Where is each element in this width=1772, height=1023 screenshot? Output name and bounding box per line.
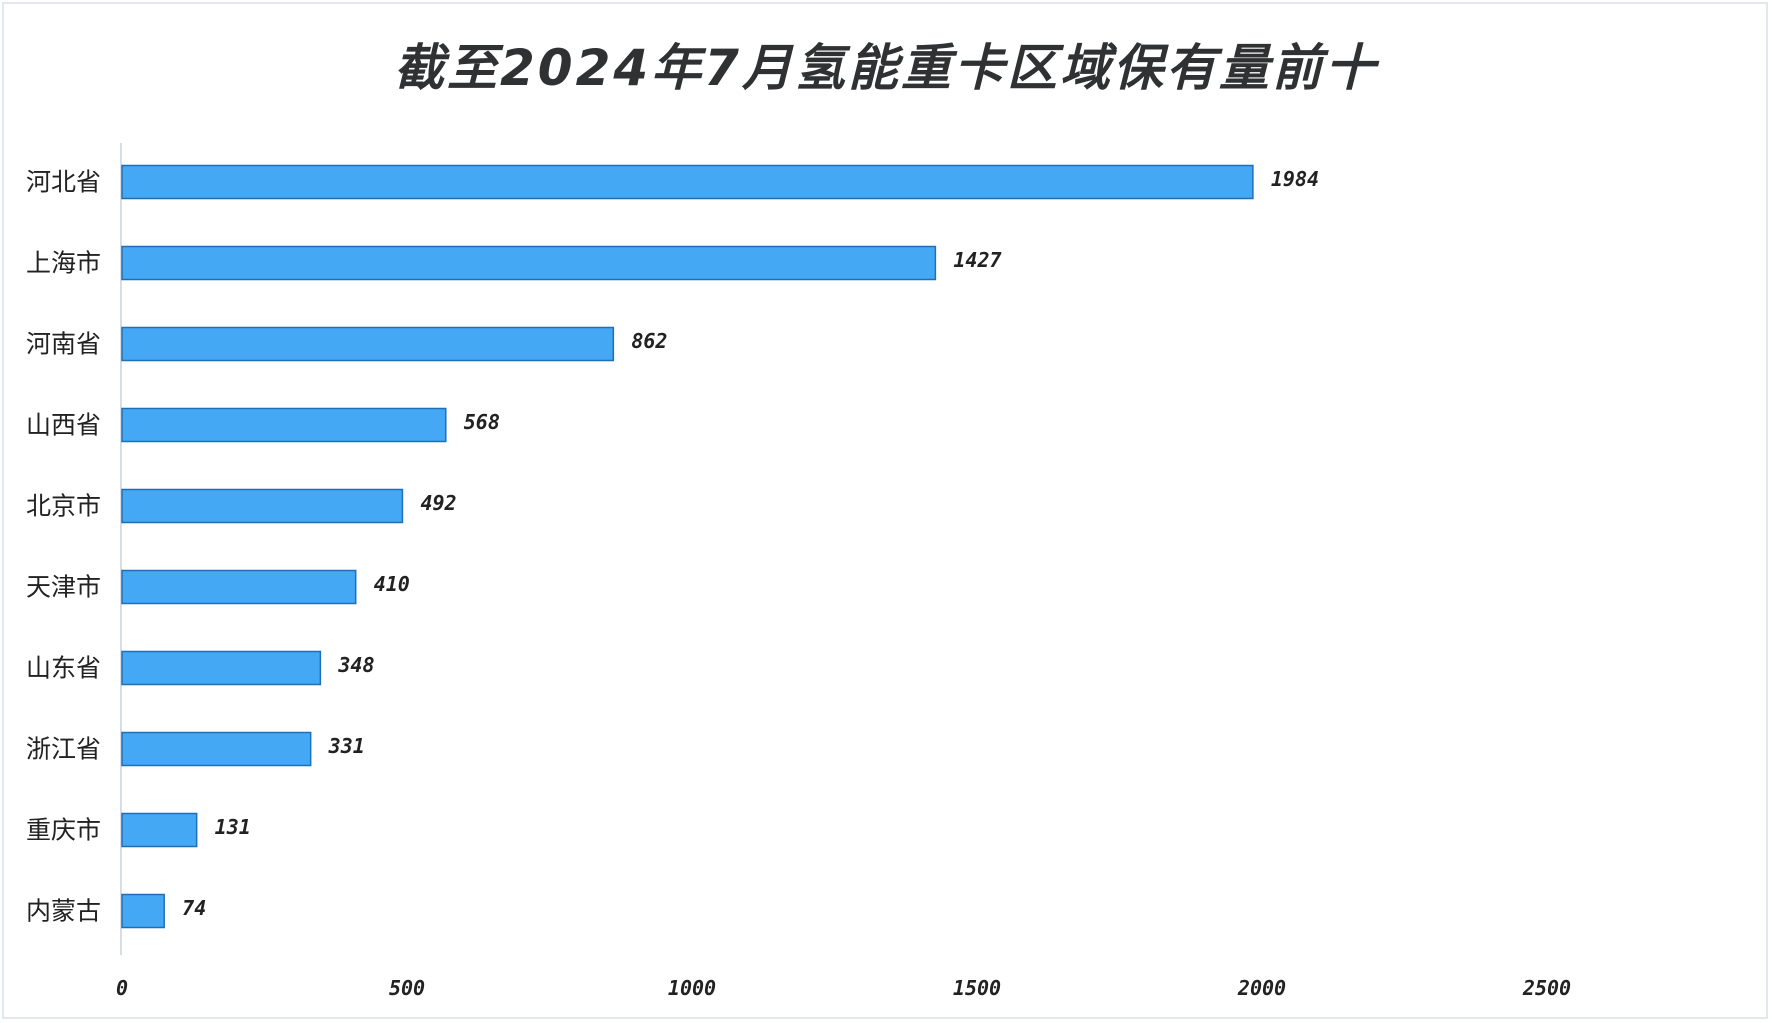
bar-1 [121, 245, 937, 281]
x-tick-label: 500 [389, 976, 425, 1000]
bar-5 [121, 569, 357, 605]
data-label: 410 [374, 572, 410, 596]
bar-9 [121, 893, 165, 929]
bar-8 [121, 812, 198, 848]
data-label: 1427 [953, 248, 1001, 272]
bar-2 [121, 326, 615, 362]
bar-4 [121, 488, 404, 524]
data-label: 1984 [1271, 167, 1319, 191]
x-tick-label: 1000 [668, 976, 716, 1000]
category-label: 北京市 [26, 492, 101, 521]
category-label: 天津市 [26, 573, 101, 602]
category-label: 山东省 [26, 654, 101, 683]
x-tick-label: 1500 [953, 976, 1001, 1000]
data-label: 331 [328, 734, 365, 758]
x-tick-label: 0 [116, 976, 128, 1000]
bar-0 [121, 164, 1254, 200]
data-label: 862 [631, 329, 667, 353]
category-label: 河南省 [26, 330, 101, 359]
category-label: 河北省 [26, 168, 101, 197]
chart-title: 截至2024年7月氢能重卡区域保有量前十 [394, 39, 1378, 97]
x-tick-label: 2000 [1237, 976, 1286, 1000]
category-label: 重庆市 [26, 816, 101, 845]
category-label: 山西省 [26, 411, 101, 440]
bar-6 [121, 650, 322, 686]
data-label: 492 [420, 491, 456, 515]
data-label: 568 [464, 410, 500, 434]
x-tick-label: 2500 [1522, 976, 1571, 1000]
data-label: 348 [337, 653, 374, 677]
bar-3 [121, 407, 447, 443]
data-label: 131 [215, 815, 251, 839]
category-label: 内蒙古 [26, 897, 101, 926]
category-label: 上海市 [26, 249, 101, 278]
bar-7 [121, 731, 312, 767]
data-label: 74 [182, 896, 206, 920]
category-label: 浙江省 [26, 735, 101, 764]
